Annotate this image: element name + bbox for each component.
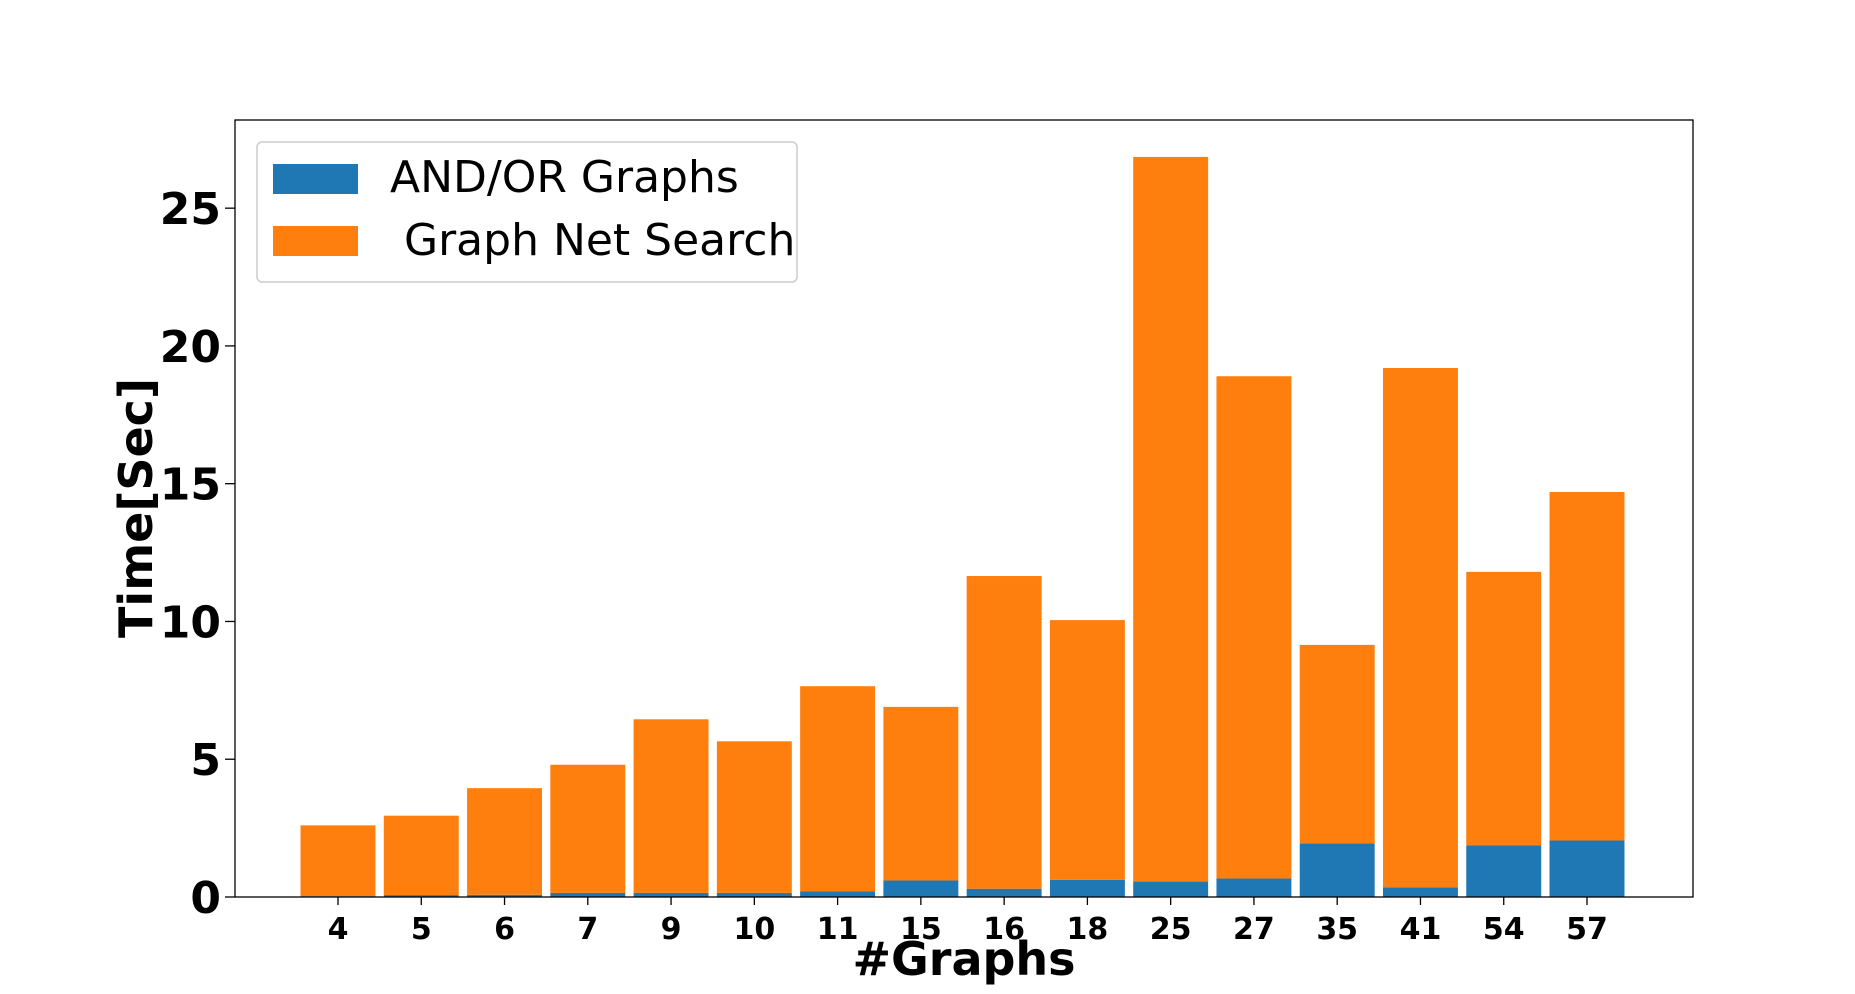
bar-and-or-graphs-9	[633, 892, 709, 897]
bar-graph-net-search-54	[1466, 571, 1542, 846]
y-tick-label-20: 20	[160, 322, 221, 373]
bar-graph-net-search-6	[467, 788, 543, 895]
legend-swatch-graph-net-search	[273, 226, 358, 256]
legend-swatch-and-or-graphs	[273, 164, 358, 194]
bar-graph-net-search-41	[1382, 367, 1458, 888]
bar-graph-net-search-27	[1216, 376, 1292, 879]
bar-graph-net-search-18	[1049, 620, 1125, 880]
x-tick-label-11: 11	[817, 912, 859, 947]
x-tick-label-18: 18	[1067, 912, 1109, 947]
y-tick-label-5: 5	[190, 735, 221, 786]
x-tick-label-35: 35	[1316, 912, 1358, 947]
bar-and-or-graphs-18	[1049, 879, 1125, 897]
x-tick-label-4: 4	[328, 912, 349, 947]
x-tick-label-6: 6	[494, 912, 515, 947]
bar-graph-net-search-11	[800, 686, 876, 892]
legend-label-graph-net-search: Graph Net Search	[390, 215, 795, 266]
bars	[300, 156, 1625, 897]
x-tick-label-54: 54	[1483, 912, 1525, 947]
bar-and-or-graphs-41	[1382, 887, 1458, 897]
x-tick-label-27: 27	[1233, 912, 1275, 947]
bar-graph-net-search-7	[550, 764, 626, 893]
bar-graph-net-search-5	[383, 815, 459, 896]
bar-graph-net-search-4	[300, 825, 376, 897]
x-tick-label-9: 9	[661, 912, 682, 947]
bar-graph-net-search-16	[966, 576, 1042, 889]
bar-and-or-graphs-25	[1133, 881, 1209, 897]
bar-and-or-graphs-6	[467, 894, 543, 897]
y-tick-label-25: 25	[160, 184, 221, 235]
legend-label-and-or-graphs: AND/OR Graphs	[390, 152, 739, 203]
bar-and-or-graphs-10	[716, 892, 792, 897]
x-tick-label-10: 10	[733, 912, 775, 947]
bar-and-or-graphs-27	[1216, 878, 1292, 897]
x-tick-label-41: 41	[1400, 912, 1442, 947]
bar-and-or-graphs-35	[1299, 843, 1375, 897]
x-tick-label-15: 15	[900, 912, 942, 947]
bar-graph-net-search-9	[633, 719, 709, 893]
legend-box	[256, 141, 798, 283]
bar-graph-net-search-10	[716, 741, 792, 893]
bar-graph-net-search-15	[883, 706, 959, 881]
bar-and-or-graphs-16	[966, 888, 1042, 897]
x-axis-ticks: 4 5 6 7 9 10 11 15 16 18 25 27 35 41 54 57	[328, 897, 1608, 947]
x-tick-label-7: 7	[577, 912, 598, 947]
x-tick-label-25: 25	[1150, 912, 1192, 947]
bar-and-or-graphs-11	[800, 891, 876, 897]
legend: AND/OR Graphs Graph Net Search	[256, 141, 798, 283]
bar-and-or-graphs-7	[550, 892, 626, 897]
x-tick-label-5: 5	[411, 912, 432, 947]
bar-graph-net-search-57	[1549, 491, 1625, 841]
y-tick-label-10: 10	[160, 597, 221, 648]
plot-frame	[234, 119, 1694, 898]
y-axis-ticks: 0 5 10 15 20 25	[160, 184, 235, 924]
bar-and-or-graphs-15	[883, 880, 959, 897]
x-tick-label-57: 57	[1566, 912, 1608, 947]
bar-graph-net-search-35	[1299, 644, 1375, 844]
bar-graph-net-search-25	[1133, 156, 1209, 882]
y-axis-label: Time[Sec]	[109, 378, 163, 638]
y-tick-label-0: 0	[190, 873, 221, 924]
y-tick-label-15: 15	[160, 460, 221, 511]
bar-and-or-graphs-57	[1549, 840, 1625, 897]
bar-and-or-graphs-54	[1466, 845, 1542, 897]
bar-and-or-graphs-5	[383, 895, 459, 897]
x-axis-label: #Graphs	[852, 932, 1075, 986]
x-tick-label-16: 16	[983, 912, 1025, 947]
